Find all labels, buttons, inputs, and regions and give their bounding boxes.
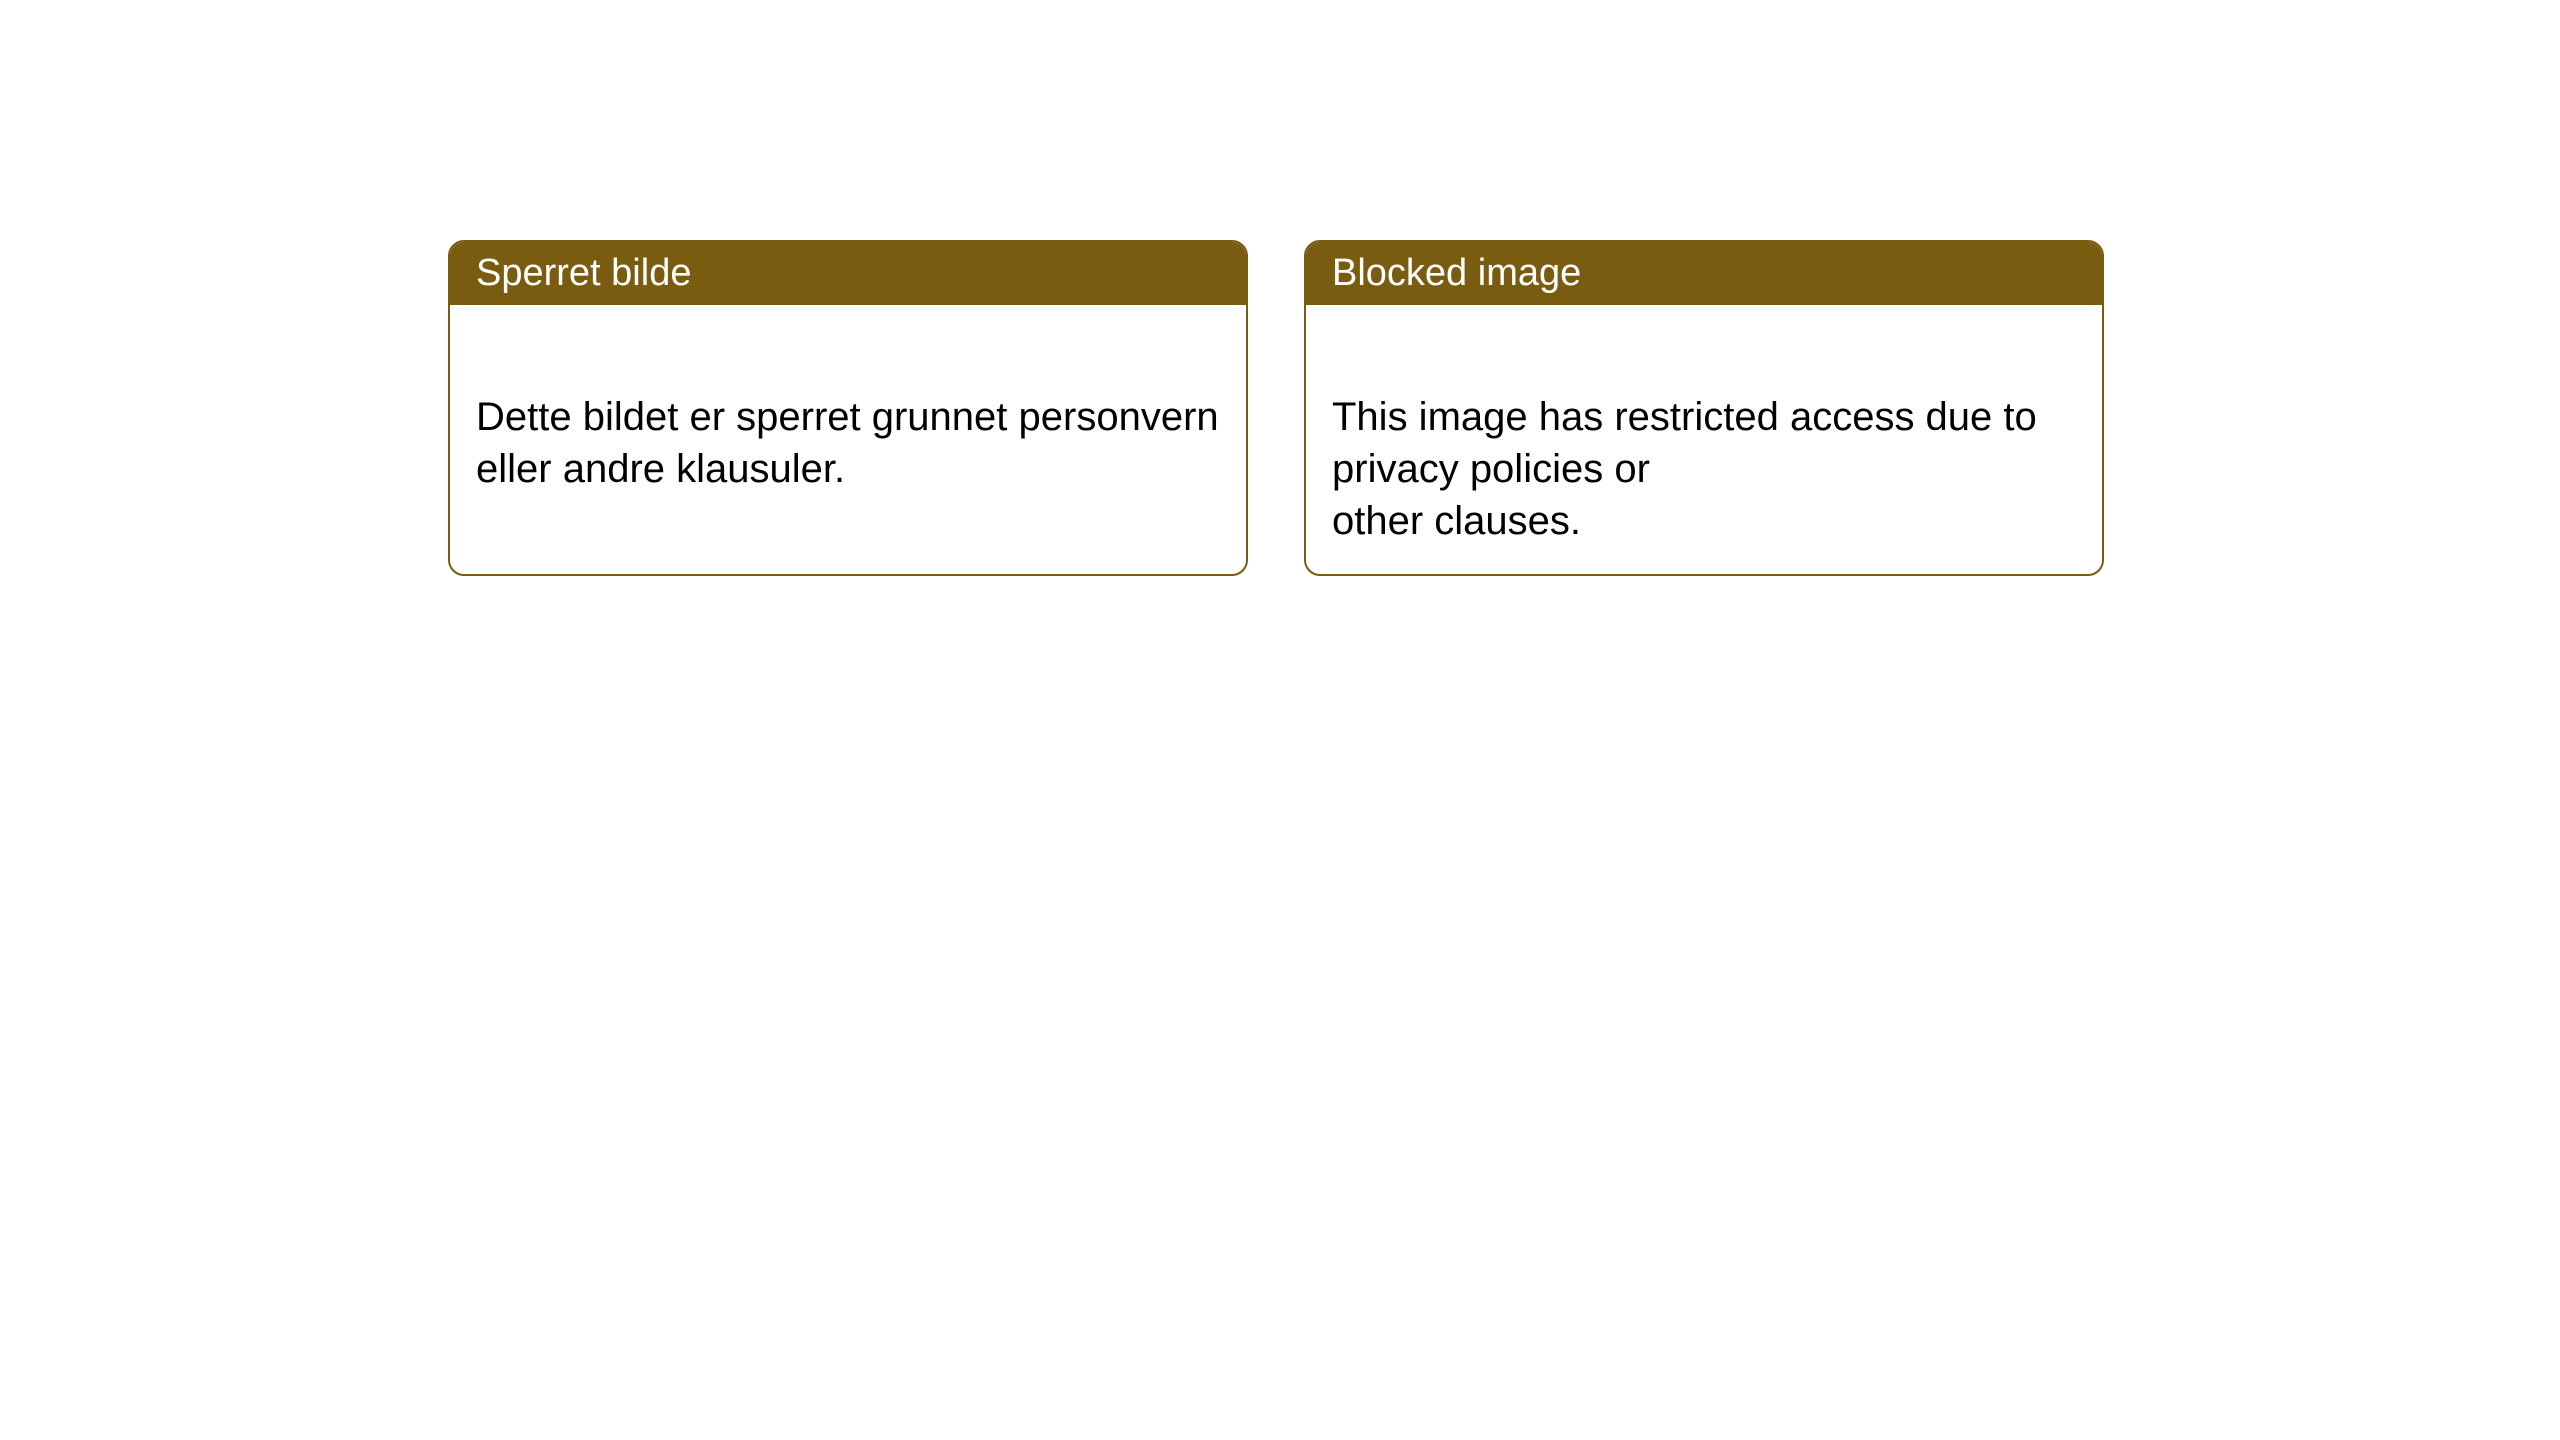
notice-card-body: This image has restricted access due to …	[1306, 305, 2102, 576]
notice-card-header: Sperret bilde	[450, 242, 1246, 305]
notice-card-english: Blocked image This image has restricted …	[1304, 240, 2104, 576]
notice-card-norwegian: Sperret bilde Dette bildet er sperret gr…	[448, 240, 1248, 576]
notice-card-title: Sperret bilde	[476, 252, 691, 294]
notice-cards-container: Sperret bilde Dette bildet er sperret gr…	[448, 240, 2104, 576]
notice-card-title: Blocked image	[1332, 252, 1581, 294]
notice-card-body-text: Dette bildet er sperret grunnet personve…	[476, 395, 1219, 491]
notice-card-body-text: This image has restricted access due to …	[1332, 395, 2037, 543]
notice-card-header: Blocked image	[1306, 242, 2102, 305]
notice-card-body: Dette bildet er sperret grunnet personve…	[450, 305, 1246, 529]
